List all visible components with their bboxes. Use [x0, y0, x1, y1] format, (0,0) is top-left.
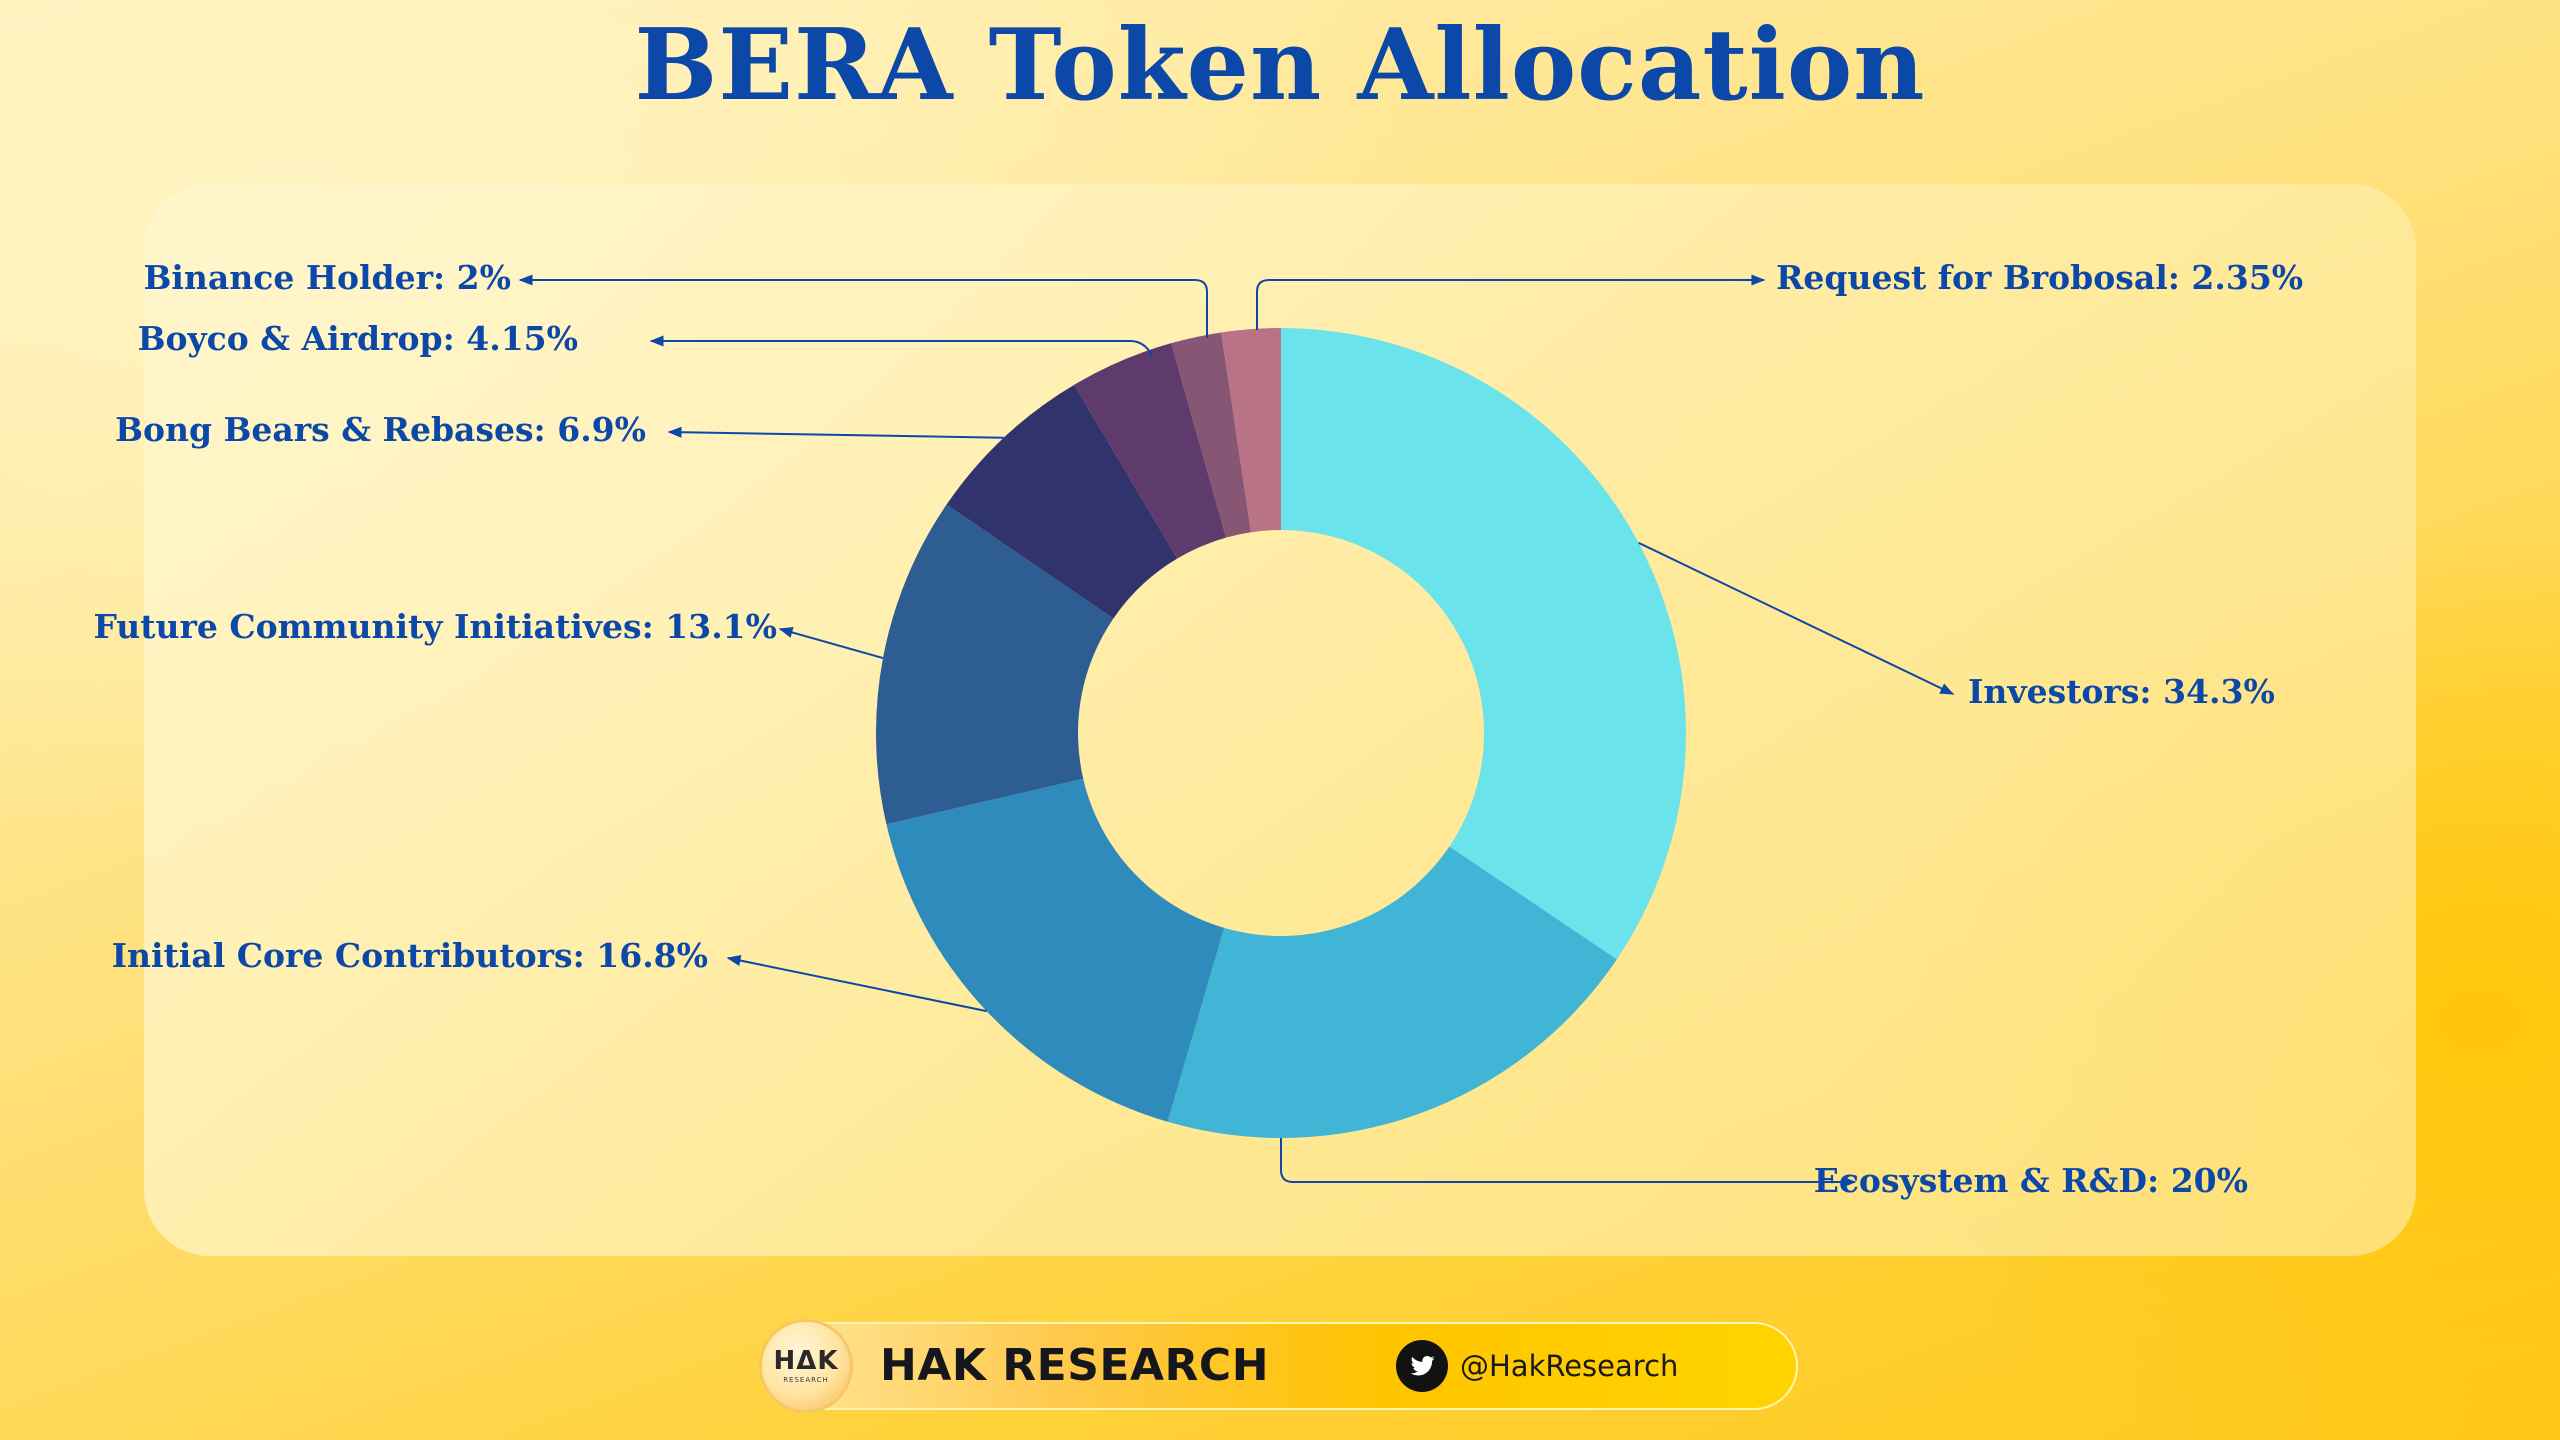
slice-bong-bears-rebases [946, 384, 1178, 619]
brand-name: HAK RESEARCH [880, 1340, 1270, 1391]
slice-boyco-airdrop [1074, 343, 1226, 559]
slice-request-for-brobosal [1221, 328, 1281, 533]
donut-slices [876, 328, 1687, 1138]
slice-binance-holder [1171, 332, 1252, 538]
twitter-icon [1396, 1340, 1448, 1392]
leader-line [726, 955, 987, 1013]
slice-ecosystem-r-d [1167, 846, 1617, 1138]
leader-line [1638, 541, 1955, 695]
leader-line [778, 627, 884, 660]
twitter-handle: @HakResearch [1460, 1349, 1679, 1383]
leader-line [667, 426, 1004, 439]
leader-line [1256, 274, 1766, 330]
slice-future-community-initiatives [876, 504, 1114, 825]
logo-subtext: RESEARCH [783, 1376, 829, 1384]
leader-line [649, 335, 1153, 357]
leader-lines [518, 274, 1955, 1188]
slice-label: Boyco & Airdrop: 4.15% [138, 319, 578, 358]
leader-line [1280, 1138, 1857, 1188]
slice-label: Request for Brobosal: 2.35% [1776, 258, 2303, 297]
slice-label: Binance Holder: 2% [143, 258, 511, 297]
slice-investors [1281, 328, 1687, 960]
hak-logo: HΔK RESEARCH [762, 1322, 850, 1410]
leader-line [518, 274, 1208, 338]
slice-initial-core-contributors [886, 778, 1225, 1122]
slice-label: Investors: 34.3% [1968, 672, 2275, 711]
logo-mark: HΔK [773, 1346, 839, 1376]
chart-title: BERA Token Allocation [634, 8, 1926, 123]
slice-labels: Investors: 34.3% Ecosystem & R&D: 20% Init… [93, 258, 2303, 1200]
slice-label: Future Community Initiatives: 13.1% [93, 607, 777, 646]
footer-bar [760, 1322, 1798, 1410]
slice-label: Ecosystem & R&D: 20% [1814, 1161, 2248, 1200]
slice-label: Bong Bears & Rebases: 6.9% [115, 410, 646, 449]
slice-label: Initial Core Contributors: 16.8% [112, 936, 708, 975]
